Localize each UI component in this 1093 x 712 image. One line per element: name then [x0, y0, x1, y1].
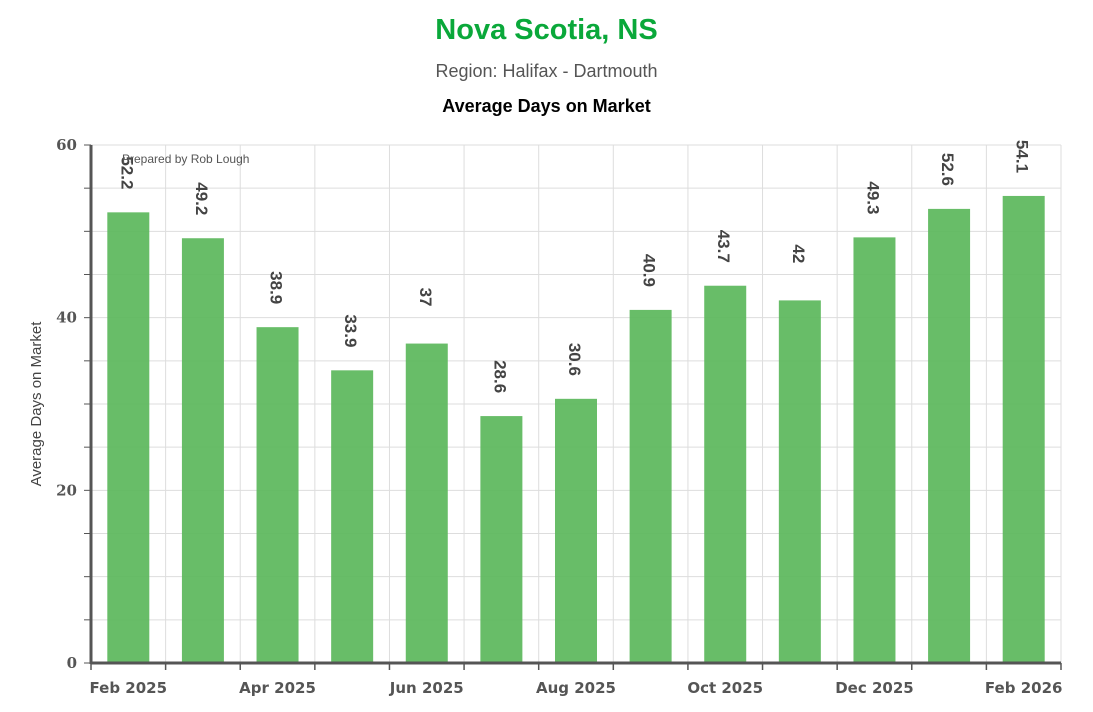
data-label: 52.2 [117, 156, 136, 189]
data-label: 37 [416, 288, 435, 307]
y-tick-label: 0 [67, 654, 77, 672]
bar [181, 238, 224, 664]
bar [704, 285, 747, 663]
y-tick-label: 40 [56, 309, 77, 327]
bar [480, 416, 523, 663]
x-tick-label: Jun 2025 [389, 679, 464, 697]
data-label: 42 [789, 244, 808, 263]
data-label: 54.1 [1013, 140, 1032, 173]
data-label: 49.3 [863, 181, 882, 214]
bar [405, 343, 448, 663]
x-tick-label: Apr 2025 [239, 679, 316, 697]
x-tick-label: Aug 2025 [536, 679, 616, 697]
y-tick-label: 20 [56, 481, 77, 499]
data-label: 49.2 [192, 182, 211, 215]
bar [928, 208, 971, 664]
data-label: 52.6 [938, 153, 957, 186]
prepared-by-annotation: Prepared by Rob Lough [122, 152, 249, 166]
x-tick-label: Oct 2025 [687, 679, 763, 697]
data-label: 43.7 [714, 230, 733, 263]
x-tick-label: Dec 2025 [835, 679, 914, 697]
region-subtitle: Region: Halifax - Dartmouth [435, 61, 658, 81]
data-label: 40.9 [640, 254, 659, 287]
data-label: 33.9 [341, 314, 360, 347]
x-tick-label: Feb 2026 [985, 679, 1063, 697]
bar [1002, 195, 1045, 664]
data-label: 38.9 [267, 271, 286, 304]
bar [778, 300, 821, 663]
page-title: Nova Scotia, NS [435, 14, 658, 46]
y-axis-label: Average Days on Market [28, 321, 45, 487]
bar [331, 370, 374, 663]
bar [555, 398, 597, 663]
x-tick-label: Feb 2025 [90, 679, 168, 697]
bar [629, 309, 672, 663]
data-label: 28.6 [490, 360, 509, 393]
bar [853, 237, 896, 664]
y-tick-label: 60 [56, 136, 77, 154]
bar [107, 212, 150, 663]
data-label: 30.6 [565, 343, 584, 376]
chart-title: Average Days on Market [442, 96, 651, 116]
bar [256, 327, 299, 663]
